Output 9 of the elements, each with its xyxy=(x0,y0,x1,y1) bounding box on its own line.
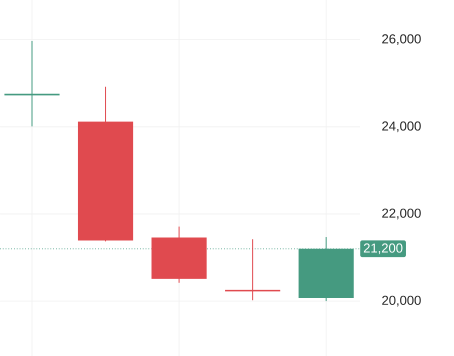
candlestick xyxy=(4,40,60,127)
y-tick-label: 22,000 xyxy=(382,208,421,220)
y-tick-label: 20,000 xyxy=(382,296,421,306)
candlestick xyxy=(152,226,207,284)
y-tick-label: 24,000 xyxy=(382,121,421,132)
y-tick-label: 26,000 xyxy=(382,34,421,46)
candlestick xyxy=(78,86,134,242)
ref-line-label: 21,200 xyxy=(364,243,402,254)
candlestick xyxy=(224,238,282,301)
